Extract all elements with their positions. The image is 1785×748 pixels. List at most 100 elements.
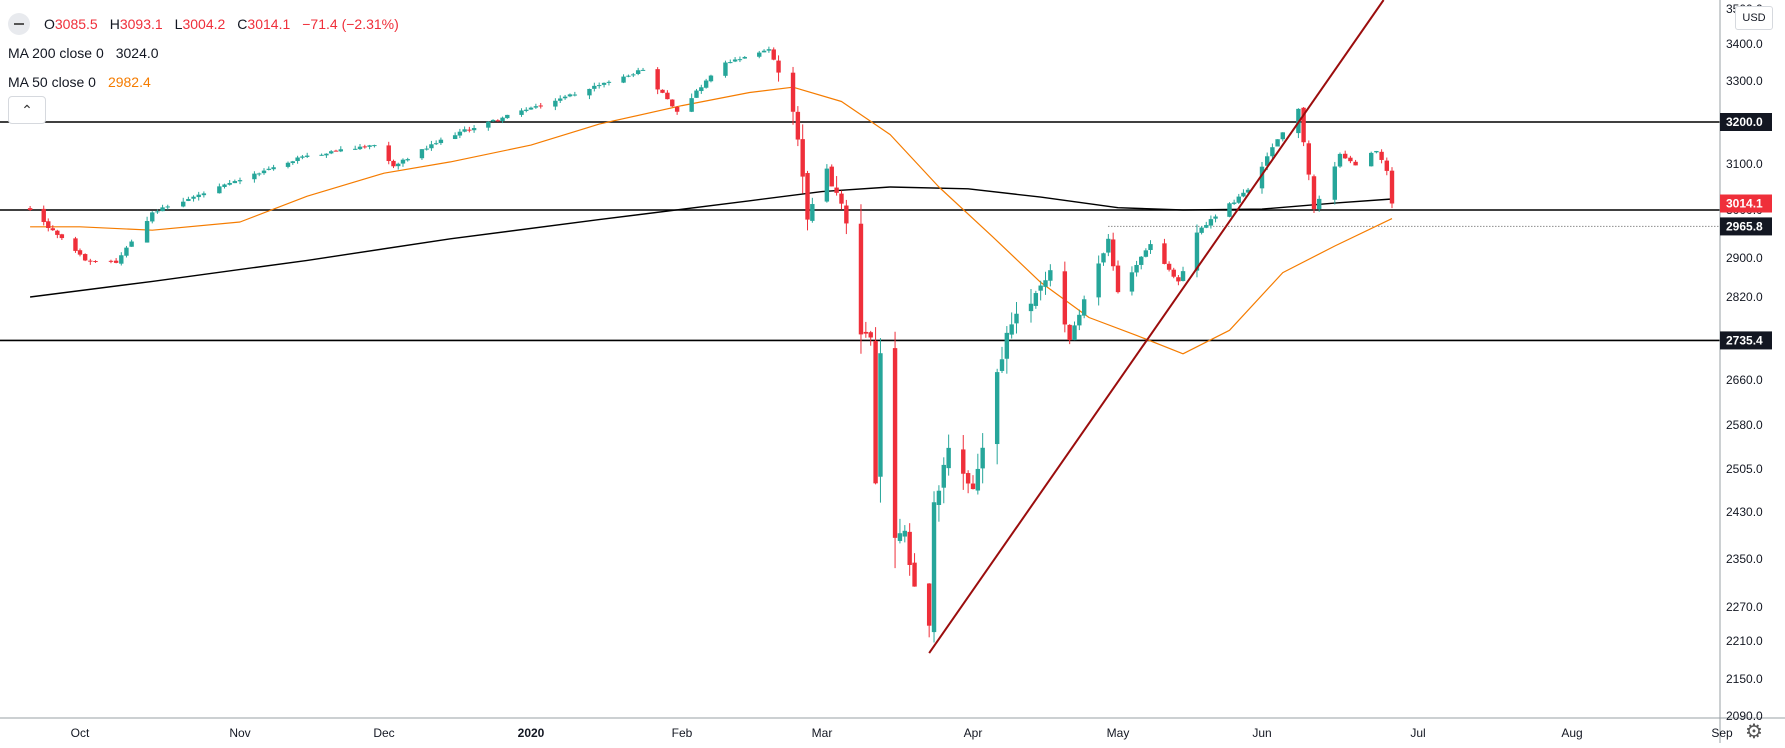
candle-body: [1180, 271, 1186, 281]
candle-body: [462, 129, 467, 132]
candle: [1062, 261, 1068, 333]
eye-icon[interactable]: [8, 12, 30, 35]
candle-body: [1096, 263, 1101, 298]
candle-body: [970, 483, 976, 490]
candle: [703, 78, 709, 89]
candle-body: [994, 372, 1000, 445]
candle: [631, 73, 636, 78]
candle: [766, 46, 772, 53]
candle-body: [144, 221, 150, 243]
high-label: H: [109, 15, 120, 32]
candle: [592, 82, 597, 92]
candle: [201, 191, 207, 198]
ma200-line: [30, 186, 1393, 298]
gear-icon[interactable]: ⚙: [1745, 721, 1763, 743]
price-label: 2735.4: [1720, 331, 1772, 350]
candle-body: [562, 96, 568, 99]
candle: [902, 525, 908, 543]
candle-body: [196, 194, 201, 198]
candle: [1072, 321, 1077, 341]
candle: [405, 157, 410, 162]
candle-body: [124, 247, 129, 256]
candle: [892, 331, 898, 569]
candle-body: [396, 163, 401, 167]
candle-body: [300, 156, 305, 158]
candle-body: [181, 201, 186, 207]
candle: [873, 327, 878, 485]
candle: [295, 155, 300, 164]
candle-body: [367, 145, 372, 147]
candle: [596, 82, 602, 89]
candle-body: [1348, 157, 1353, 162]
candle: [290, 160, 295, 165]
candle: [237, 177, 243, 185]
candle-body: [1004, 332, 1010, 359]
candle: [1067, 324, 1072, 345]
candle: [150, 211, 155, 224]
candle-body: [810, 204, 815, 221]
candle: [1009, 312, 1014, 339]
x-tick-label: Nov: [229, 726, 250, 740]
candle-body: [699, 87, 704, 92]
candle-body: [129, 241, 134, 247]
trendline: [928, 0, 1385, 654]
candle-body: [186, 198, 191, 202]
candle-body: [222, 184, 227, 187]
candle-body: [41, 208, 46, 222]
candle: [500, 116, 505, 124]
candle: [519, 108, 524, 117]
y-tick-label: 2900.0: [1726, 251, 1763, 265]
candle: [119, 252, 124, 266]
candle: [1241, 189, 1246, 198]
candle: [1176, 275, 1181, 286]
price-label-text: 3200.0: [1726, 115, 1763, 129]
candle: [252, 171, 257, 183]
ma200-value: 3024.0: [115, 44, 159, 61]
candle-body: [863, 331, 869, 334]
collapse-legend-button[interactable]: ⌃: [8, 96, 46, 124]
candle: [93, 260, 98, 263]
candle-body: [805, 173, 810, 220]
candle: [261, 168, 267, 175]
candle-body: [1194, 232, 1200, 271]
candle-body: [1389, 170, 1395, 204]
candle: [266, 166, 271, 171]
candle-body: [771, 49, 776, 60]
candle: [353, 145, 358, 150]
candle-body: [631, 74, 636, 76]
candle-body: [1208, 219, 1214, 226]
candle-body: [1259, 166, 1265, 189]
y-tick-label: 3100.0: [1726, 157, 1763, 171]
currency-badge[interactable]: USD: [1735, 6, 1773, 30]
close-value: 3014.1: [247, 15, 291, 32]
candle: [1208, 215, 1214, 229]
candle-body: [271, 167, 276, 170]
candle-body: [1270, 147, 1275, 157]
candle-body: [119, 255, 124, 264]
candle: [113, 258, 119, 264]
candle-body: [357, 146, 363, 150]
candle: [699, 84, 704, 94]
candle: [926, 583, 932, 638]
candle: [1379, 149, 1384, 164]
candle-body: [1275, 139, 1280, 147]
candle: [424, 145, 429, 151]
candle: [689, 93, 694, 113]
candle-body: [567, 94, 573, 97]
candle: [606, 80, 612, 86]
candle: [129, 239, 134, 247]
candle: [980, 433, 985, 484]
change-value: −71.4 (−2.31%): [302, 15, 399, 32]
candle: [1270, 143, 1275, 160]
candle-body: [897, 533, 903, 541]
candle-body: [660, 89, 665, 93]
candle: [931, 491, 937, 643]
candle: [1166, 261, 1172, 272]
candle-body: [1081, 299, 1087, 316]
candle-body: [59, 234, 65, 239]
candle-body: [776, 60, 781, 73]
candle: [505, 114, 510, 119]
y-tick-label: 2150.0: [1726, 672, 1763, 686]
